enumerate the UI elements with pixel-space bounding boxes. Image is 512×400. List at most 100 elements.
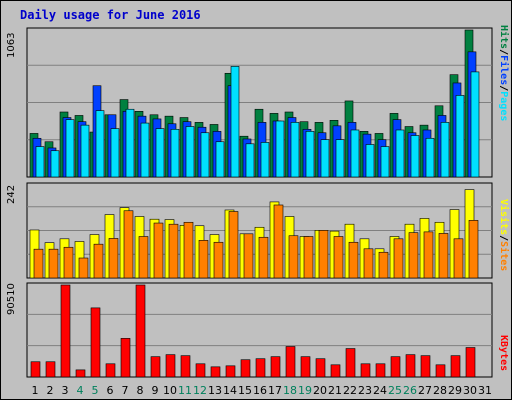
bar-pages-day-4 [80, 124, 90, 178]
bar-sites-day-10 [168, 223, 179, 279]
x-tick-label-day-17: 17 [268, 384, 282, 397]
x-tick-label-day-21: 21 [328, 384, 342, 397]
bar-sites-day-7 [123, 210, 134, 279]
bar-kbytes-day-8 [135, 284, 146, 378]
legend-pages: Pages [498, 91, 509, 122]
bar-kbytes-day-2 [45, 361, 56, 378]
bar-sites-day-5 [93, 243, 104, 279]
chart-title: Daily usage for June 2016 [20, 8, 201, 22]
bar-sites-day-6 [108, 238, 119, 279]
bar-kbytes-day-7 [120, 338, 131, 378]
x-tick-label-day-5: 5 [92, 384, 99, 397]
x-tick-label-day-6: 6 [107, 384, 114, 397]
x-tick-label-day-31: 31 [478, 384, 492, 397]
bar-pages-day-2 [50, 150, 60, 178]
bar-pages-day-16 [260, 142, 270, 178]
bar-pages-day-22 [350, 129, 360, 178]
bar-pages-day-15 [245, 143, 255, 178]
bar-kbytes-day-25 [390, 356, 401, 378]
bar-pages-day-19 [305, 131, 315, 178]
x-tick-label-day-30: 30 [463, 384, 477, 397]
bar-sites-day-20 [318, 230, 329, 279]
bar-pages-day-12 [200, 132, 210, 178]
bar-kbytes-day-28 [435, 364, 446, 378]
bar-kbytes-day-26 [405, 354, 416, 378]
bar-kbytes-day-5 [90, 307, 101, 378]
bar-kbytes-day-6 [105, 363, 116, 378]
bar-kbytes-day-15 [240, 359, 251, 378]
bar-pages-day-5 [95, 110, 105, 178]
bar-kbytes-day-12 [195, 363, 206, 378]
bar-pages-day-20 [320, 139, 330, 178]
bar-sites-day-1 [33, 248, 44, 279]
bar-pages-day-8 [140, 122, 150, 178]
bar-sites-day-15 [243, 233, 254, 279]
bar-kbytes-day-30 [465, 347, 476, 378]
x-tick-label-day-7: 7 [122, 384, 129, 397]
x-tick-label-day-4: 4 [77, 384, 84, 397]
x-tick-label-day-1: 1 [32, 384, 39, 397]
bar-sites-day-27 [423, 231, 434, 279]
bar-sites-day-17 [273, 204, 284, 279]
x-tick-label-day-22: 22 [343, 384, 357, 397]
bar-kbytes-day-29 [450, 355, 461, 378]
bar-pages-day-21 [335, 139, 345, 178]
bar-pages-day-25 [395, 129, 405, 178]
bar-sites-day-2 [48, 248, 59, 279]
x-tick-label-day-13: 13 [208, 384, 222, 397]
bar-sites-day-24 [378, 251, 389, 279]
bar-sites-day-18 [288, 235, 299, 279]
bar-kbytes-day-10 [165, 354, 176, 378]
bar-kbytes-day-19 [300, 356, 311, 378]
bar-kbytes-day-1 [30, 361, 41, 378]
x-tick-label-day-3: 3 [62, 384, 69, 397]
bar-kbytes-day-4 [75, 369, 86, 378]
legend-hits-files-pages: Hits/Files/Pages [493, 25, 509, 121]
bar-pages-day-18 [290, 122, 300, 178]
bar-kbytes-day-11 [180, 355, 191, 378]
x-tick-label-day-26: 26 [403, 384, 417, 397]
bar-sites-day-21 [333, 236, 344, 279]
bar-pages-day-14 [230, 66, 240, 178]
bar-pages-day-11 [185, 126, 195, 178]
bar-kbytes-day-27 [420, 355, 431, 378]
bar-kbytes-day-23 [360, 363, 371, 378]
bar-sites-day-26 [408, 232, 419, 279]
bar-sites-day-16 [258, 236, 269, 279]
bar-sites-day-12 [198, 240, 209, 279]
legend-kbytes: KBytes [493, 335, 509, 371]
bar-pages-day-13 [215, 141, 225, 178]
x-tick-label-day-28: 28 [433, 384, 447, 397]
x-tick-label-day-16: 16 [253, 384, 267, 397]
bar-sites-day-8 [138, 236, 149, 279]
bar-pages-day-3 [65, 119, 75, 178]
x-tick-label-day-8: 8 [137, 384, 144, 397]
legend-sep: / [498, 235, 509, 242]
bar-kbytes-day-21 [330, 364, 341, 378]
x-tick-label-day-15: 15 [238, 384, 252, 397]
bar-sites-day-22 [348, 241, 359, 279]
bar-pages-day-6 [110, 128, 120, 178]
bar-sites-day-25 [393, 238, 404, 279]
legend-files: Files [498, 55, 509, 86]
legend-visits: Visits [498, 199, 509, 236]
bar-sites-day-13 [213, 241, 224, 279]
legend-visits-sites: Visits/Sites [493, 199, 509, 271]
bar-sites-day-14 [228, 211, 239, 279]
x-tick-label-day-29: 29 [448, 384, 462, 397]
bar-kbytes-day-14 [225, 365, 236, 378]
bar-kbytes-day-16 [255, 358, 266, 378]
bar-sites-day-30 [468, 220, 479, 279]
x-tick-label-day-10: 10 [163, 384, 177, 397]
bar-kbytes-day-9 [150, 356, 161, 378]
x-tick-label-day-20: 20 [313, 384, 327, 397]
bar-sites-day-29 [453, 238, 464, 279]
bar-kbytes-day-17 [270, 356, 281, 378]
bar-kbytes-day-13 [210, 366, 221, 378]
bar-pages-day-1 [35, 146, 45, 178]
legend-sep: / [498, 49, 509, 56]
bar-sites-day-19 [303, 236, 314, 279]
x-tick-label-day-2: 2 [47, 384, 54, 397]
